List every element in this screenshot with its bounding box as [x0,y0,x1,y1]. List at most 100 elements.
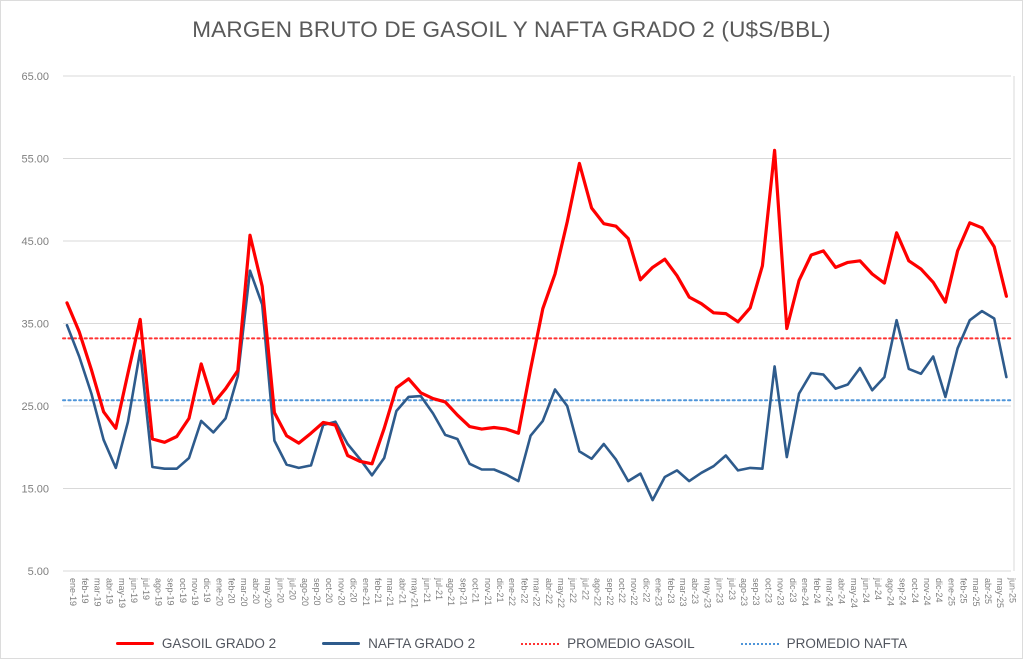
x-axis-tick-label: jul-23 [727,577,737,600]
x-axis-tick-label: abr-20 [251,578,261,604]
x-axis-tick-label: sep-20 [312,578,322,606]
legend-label: PROMEDIO GASOIL [567,636,695,651]
x-axis-tick-label: ago-22 [593,578,603,606]
x-axis-tick-label: jun-25 [1007,577,1017,603]
x-axis-tick-label: jun-20 [275,577,285,603]
x-axis-tick-label: mar-20 [239,578,249,607]
x-axis-tick-label: ago-24 [885,578,895,606]
x-axis-tick-label: may-22 [556,578,566,608]
x-axis-tick-label: nov-23 [776,578,786,606]
x-axis-tick-label: sep-22 [605,578,615,606]
legend-label: PROMEDIO NAFTA [786,636,908,651]
x-axis-tick-label: ene-20 [214,578,224,606]
x-axis-tick-label: ene-19 [68,578,78,606]
x-axis-tick-label: feb-24 [812,578,822,604]
x-axis-tick-label: mar-22 [532,578,542,607]
x-axis-tick-label: dic-21 [495,578,505,603]
x-axis-tick-label: jun-23 [715,577,725,603]
x-axis-tick-label: feb-21 [373,578,383,604]
legend-line-swatch [115,641,154,646]
x-axis-tick-label: ene-22 [507,578,517,606]
x-axis-tick-label: nov-21 [483,578,493,606]
legend-item: GASOIL GRADO 2 [115,636,277,651]
legend-item: PROMEDIO GASOIL [521,636,695,651]
x-axis-tick-label: ene-24 [800,578,810,606]
y-axis-tick-label: 15.00 [21,484,49,496]
nafta-series-line [65,269,1008,502]
y-axis-tick-label: 5.00 [28,566,49,578]
x-axis-tick-label: abr-23 [690,578,700,604]
x-axis-tick-label: mar-25 [971,578,981,607]
y-axis-tick-label: 55.00 [21,154,49,166]
x-axis-tick-label: oct-24 [910,578,920,603]
x-axis-tick-label: dic-22 [641,578,651,603]
x-axis-tick-label: nov-22 [629,578,639,606]
x-axis-tick-label: sep-19 [166,578,176,606]
x-axis-tick-label: jun-21 [422,577,432,603]
x-axis-tick-label: may-21 [410,578,420,608]
legend-item: PROMEDIO NAFTA [740,636,908,651]
x-axis-tick-label: oct-22 [617,578,627,603]
x-axis-tick-label: may-24 [849,578,859,608]
x-axis-tick-label: nov-24 [922,578,932,606]
x-axis-tick-label: may-25 [995,578,1005,608]
x-axis-tick-label: jul-21 [434,577,444,600]
x-axis-tick-label: sep-23 [751,578,761,606]
y-axis-tick-label: 25.00 [21,401,49,413]
x-axis-tick-label: jul-19 [141,577,151,600]
x-axis-tick-label: sep-21 [458,578,468,606]
x-axis-tick-label: ene-23 [654,578,664,606]
x-axis-tick-label: jun-19 [129,577,139,603]
y-axis-tick-label: 35.00 [21,319,49,331]
x-axis-tick-label: may-19 [117,578,127,608]
x-axis-tick-label: mar-24 [824,578,834,607]
x-axis-tick-label: abr-24 [837,578,847,604]
x-axis-tick-label: mar-19 [92,578,102,607]
x-axis-tick-label: ene-21 [361,578,371,606]
legend-dotted-line-swatch [740,642,779,645]
x-axis-tick-label: dic-20 [349,578,359,603]
x-axis-tick-label: jul-20 [288,577,298,600]
x-axis-tick-label: abr-22 [544,578,554,604]
x-axis-tick-label: oct-19 [178,578,188,603]
x-axis-tick-label: nov-19 [190,578,200,606]
x-axis-tick-label: ene-25 [946,578,956,606]
x-axis-tick-label: ago-19 [153,578,163,606]
gasoil-series-line [65,148,1009,466]
x-axis-tick-label: dic-24 [934,578,944,603]
x-axis-tick-label: jun-24 [861,577,871,603]
chart-legend: GASOIL GRADO 2 NAFTA GRADO 2 PROMEDIO GASO… [1,636,1022,651]
x-axis-tick-label: mar-21 [385,578,395,607]
x-axis-tick-label: mar-23 [678,578,688,607]
x-axis-tick-label: sep-24 [898,578,908,606]
x-axis-tick-label: dic-23 [788,578,798,603]
legend-line-swatch [322,642,361,645]
x-axis-tick-label: abr-25 [983,578,993,604]
x-axis-tick-label: feb-23 [666,578,676,604]
x-axis-tick-label: abr-19 [105,578,115,604]
x-axis-tick-label: jul-24 [873,577,883,600]
legend-item: NAFTA GRADO 2 [322,636,475,651]
x-axis-tick-label: nov-20 [336,578,346,606]
x-axis-tick-label: feb-20 [227,578,237,604]
chart-title: MARGEN BRUTO DE GASOIL Y NAFTA GRADO 2 (… [192,17,831,42]
x-axis-tick-label: ago-21 [446,578,456,606]
x-axis-tick-label: feb-19 [80,578,90,604]
x-axis-tick-label: abr-21 [397,578,407,604]
x-axis-tick-label: ago-20 [300,578,310,606]
legend-label: GASOIL GRADO 2 [161,636,277,651]
legend-dotted-line-swatch [521,642,560,645]
y-axis-tick-label: 65.00 [21,71,49,83]
x-axis-tick-label: dic-19 [202,578,212,603]
x-axis-tick-label: oct-23 [763,578,773,603]
x-axis-tick-label: may-20 [263,578,273,608]
x-axis-tick-label: jun-22 [568,577,578,603]
x-axis-tick-label: ago-23 [739,578,749,606]
y-axis-tick-label: 45.00 [21,236,49,248]
x-axis-tick-label: oct-20 [324,578,334,603]
legend-label: NAFTA GRADO 2 [368,636,476,651]
x-axis-tick-label: feb-25 [959,578,969,604]
x-axis-tick-label: oct-21 [471,578,481,603]
